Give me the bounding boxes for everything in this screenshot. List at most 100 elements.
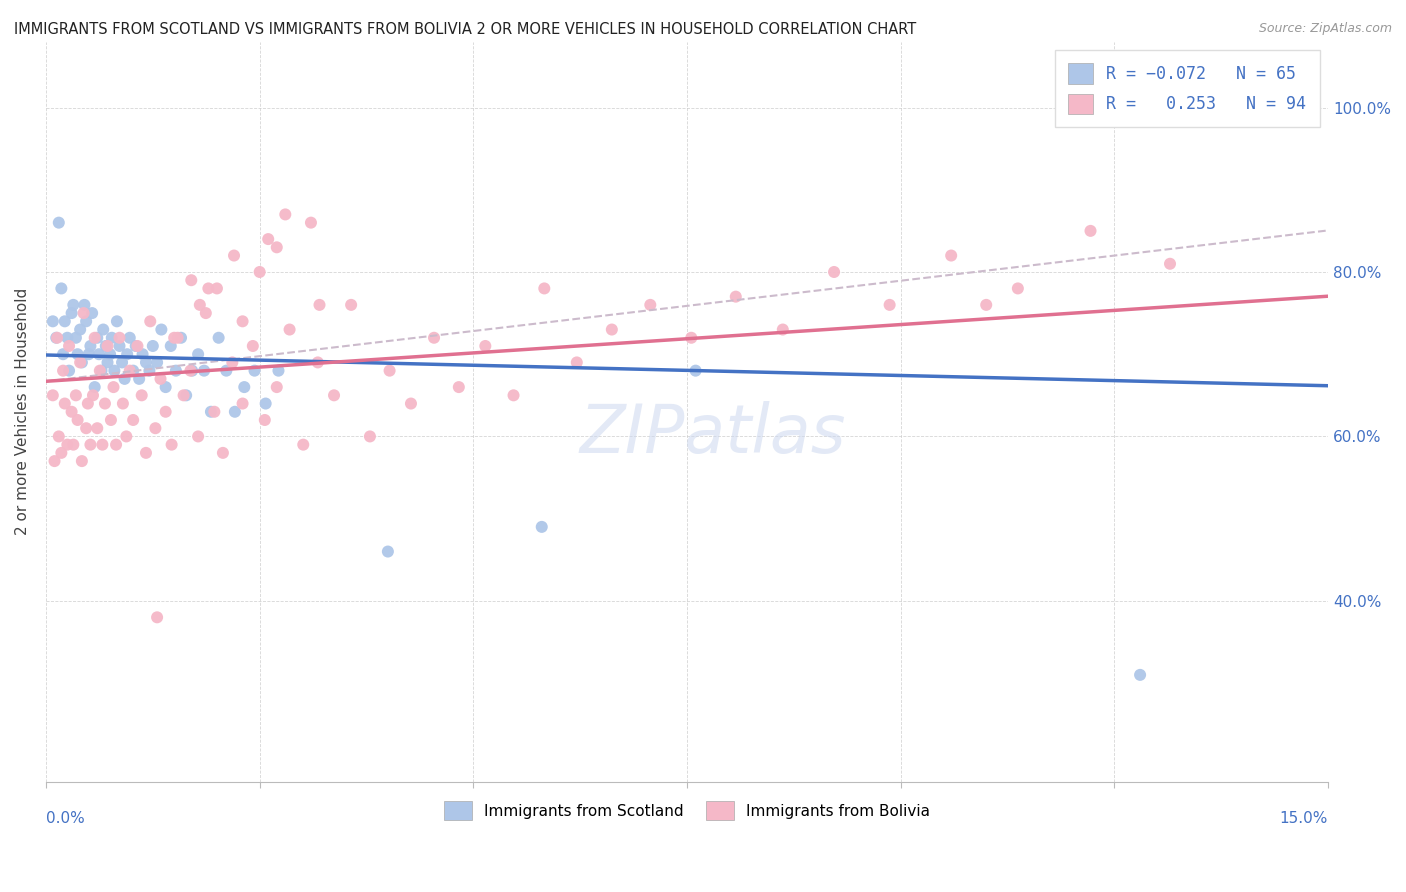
Point: [118, 364, 141, 378]
Point: [69, 322, 91, 336]
Point: [155, 405, 177, 419]
Point: [166, 331, 188, 345]
Point: [187, 347, 209, 361]
Point: [76, 396, 98, 410]
Point: [600, 322, 623, 336]
Point: [70, 355, 93, 369]
Point: [66, 413, 89, 427]
Point: [530, 520, 553, 534]
Point: [222, 248, 245, 262]
Legend: Immigrants from Scotland, Immigrants from Bolivia: Immigrants from Scotland, Immigrants fro…: [437, 795, 936, 826]
Point: [90, 364, 112, 378]
Point: [359, 429, 381, 443]
Point: [94, 396, 117, 410]
Point: [299, 216, 322, 230]
Point: [149, 372, 172, 386]
Point: [42, 388, 65, 402]
Point: [188, 298, 211, 312]
Point: [180, 273, 202, 287]
Point: [170, 331, 193, 345]
Point: [224, 405, 246, 419]
Point: [221, 355, 243, 369]
Point: [52, 364, 75, 378]
Point: [115, 429, 138, 443]
Point: [118, 331, 141, 345]
Point: [52, 347, 75, 361]
Point: [69, 355, 91, 369]
Point: [72, 306, 94, 320]
Text: IMMIGRANTS FROM SCOTLAND VS IMMIGRANTS FROM BOLIVIA 2 OR MORE VEHICLES IN HOUSEH: IMMIGRANTS FROM SCOTLAND VS IMMIGRANTS F…: [14, 22, 917, 37]
Point: [254, 396, 277, 410]
Point: [823, 265, 845, 279]
Point: [205, 281, 228, 295]
Point: [56, 331, 79, 345]
Point: [447, 380, 470, 394]
Point: [91, 322, 114, 336]
Point: [65, 388, 87, 402]
Point: [267, 364, 290, 378]
Point: [58, 339, 80, 353]
Point: [46, 331, 69, 345]
Point: [45, 331, 67, 345]
Point: [83, 331, 105, 345]
Point: [79, 339, 101, 353]
Point: [96, 355, 118, 369]
Point: [51, 446, 73, 460]
Point: [77, 347, 100, 361]
Point: [173, 388, 195, 402]
Point: [159, 339, 181, 353]
Point: [974, 298, 997, 312]
Point: [257, 232, 280, 246]
Point: [399, 396, 422, 410]
Point: [42, 314, 65, 328]
Point: [51, 281, 73, 295]
Point: [44, 454, 66, 468]
Point: [138, 364, 160, 378]
Point: [89, 364, 111, 378]
Point: [266, 240, 288, 254]
Point: [135, 355, 157, 369]
Point: [274, 207, 297, 221]
Point: [685, 364, 707, 378]
Point: [197, 281, 219, 295]
Point: [292, 437, 315, 451]
Point: [86, 331, 108, 345]
Point: [1080, 224, 1102, 238]
Y-axis label: 2 or more Vehicles in Household: 2 or more Vehicles in Household: [15, 288, 30, 535]
Text: ZIPatlas: ZIPatlas: [579, 401, 846, 467]
Point: [323, 388, 346, 402]
Point: [125, 339, 148, 353]
Point: [101, 331, 124, 345]
Point: [533, 281, 555, 295]
Point: [53, 396, 76, 410]
Point: [114, 372, 136, 386]
Point: [108, 339, 131, 353]
Point: [105, 437, 128, 451]
Point: [66, 347, 89, 361]
Point: [307, 355, 329, 369]
Point: [79, 437, 101, 451]
Point: [308, 298, 330, 312]
Point: [194, 306, 217, 320]
Point: [142, 339, 165, 353]
Point: [163, 331, 186, 345]
Point: [681, 331, 703, 345]
Point: [58, 364, 80, 378]
Point: [377, 544, 399, 558]
Point: [115, 347, 138, 361]
Point: [73, 298, 96, 312]
Point: [87, 347, 110, 361]
Point: [146, 610, 169, 624]
Point: [62, 298, 84, 312]
Point: [1007, 281, 1029, 295]
Point: [249, 265, 271, 279]
Point: [242, 339, 264, 353]
Point: [131, 347, 153, 361]
Point: [127, 339, 149, 353]
Point: [502, 388, 524, 402]
Point: [105, 314, 128, 328]
Point: [1159, 257, 1181, 271]
Point: [122, 364, 145, 378]
Point: [75, 314, 97, 328]
Point: [193, 364, 215, 378]
